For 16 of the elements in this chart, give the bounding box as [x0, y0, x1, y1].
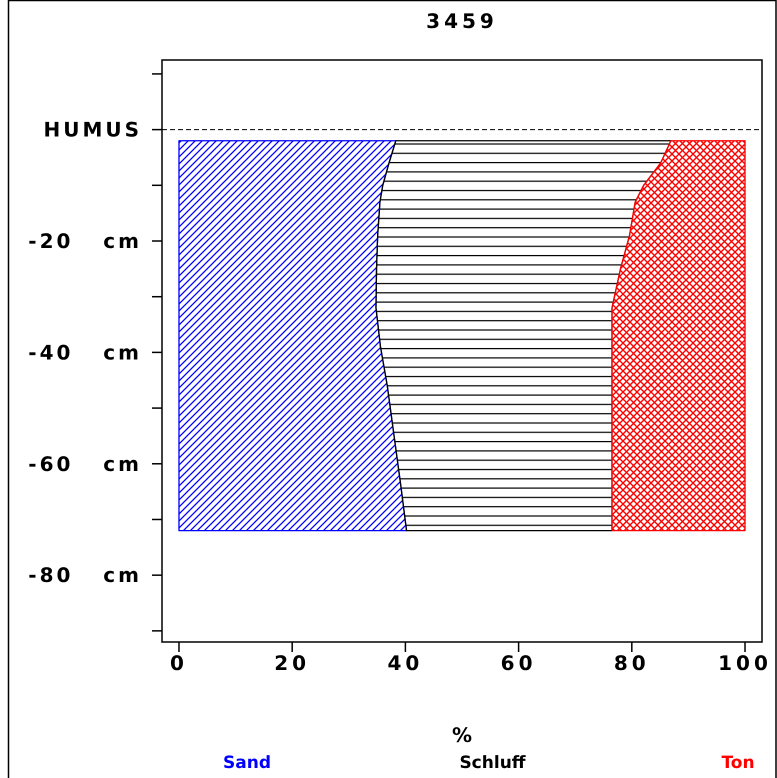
- x-tick-label: 100: [718, 651, 772, 675]
- text: Ton: [721, 753, 755, 773]
- y-tick-label: -20 cm: [28, 229, 142, 254]
- y-tick-label: -40 cm: [28, 340, 142, 364]
- y-tick-label: -60 cm: [28, 452, 142, 476]
- x-tick-label: 60: [500, 651, 537, 675]
- chart-title: 3459: [426, 9, 498, 33]
- x-axis-title: %: [452, 723, 472, 747]
- y-tick-label: HUMUS: [43, 118, 142, 142]
- x-tick-label: 40: [387, 651, 424, 675]
- x-tick-label: 0: [170, 651, 188, 675]
- x-tick-label: 20: [274, 651, 310, 675]
- y-tick-label: -80 cm: [28, 563, 142, 588]
- x-tick-label: 80: [614, 651, 650, 675]
- text: Sand: [223, 753, 271, 773]
- text: Schluff: [459, 753, 526, 773]
